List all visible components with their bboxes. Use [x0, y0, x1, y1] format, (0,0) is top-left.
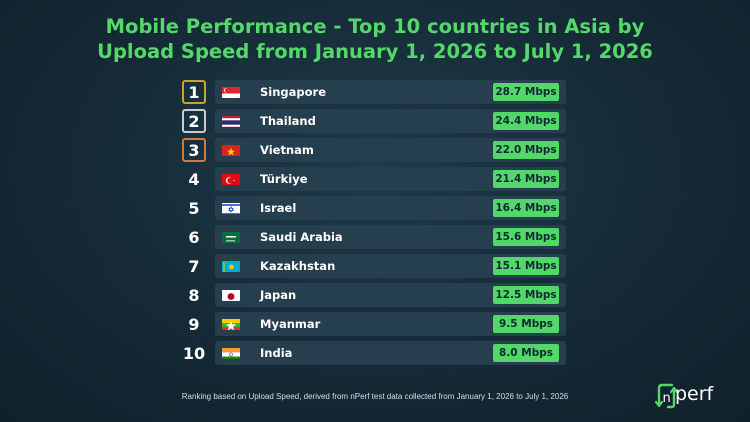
- country-bar: Israel 16.4 Mbps: [215, 196, 566, 220]
- svg-text:n: n: [663, 391, 671, 406]
- nperf-logo-icon: n: [655, 383, 677, 409]
- speed-value-badge: 8.0 Mbps: [493, 344, 559, 362]
- speed-value-badge: 9.5 Mbps: [493, 315, 559, 333]
- country-name: Myanmar: [260, 317, 321, 331]
- logo-text: perf: [675, 383, 714, 405]
- country-bar: Türkiye 21.4 Mbps: [215, 167, 566, 191]
- country-name: Türkiye: [260, 172, 308, 186]
- country-name: Israel: [260, 201, 297, 215]
- country-bar: Myanmar 9.5 Mbps: [215, 312, 566, 336]
- turkiye-flag-icon: [222, 172, 240, 185]
- country-bar: Vietnam 22.0 Mbps: [215, 138, 566, 162]
- chart-title-line-2: Upload Speed from January 1, 2026 to Jul…: [97, 40, 653, 63]
- singapore-flag-icon: [222, 85, 240, 98]
- country-name: Singapore: [260, 85, 327, 99]
- rank-number: 9: [188, 314, 200, 334]
- table-row: 4 Türkiye 21.4 Mbps: [182, 167, 568, 191]
- rank-number: 4: [188, 169, 200, 189]
- table-row: 8 Japan 12.5 Mbps: [182, 283, 568, 307]
- table-row: 5 Israel 16.4 Mbps: [182, 196, 568, 220]
- india-flag-icon: [222, 346, 240, 359]
- country-name: Saudi Arabia: [260, 230, 343, 244]
- rank-number: 3: [182, 138, 206, 162]
- country-bar: Thailand 24.4 Mbps: [215, 109, 566, 133]
- speed-value-badge: 24.4 Mbps: [493, 112, 559, 130]
- rank-number: 8: [188, 285, 200, 305]
- table-row: 2 Thailand 24.4 Mbps: [182, 109, 568, 133]
- speed-value-badge: 16.4 Mbps: [493, 199, 559, 217]
- speed-value-badge: 28.7 Mbps: [493, 83, 559, 101]
- vietnam-flag-icon: [222, 143, 240, 156]
- rank-number: 6: [188, 227, 200, 247]
- israel-flag-icon: [222, 201, 240, 214]
- speed-value-badge: 22.0 Mbps: [493, 141, 559, 159]
- rank-number: 7: [188, 256, 200, 276]
- nperf-logo: n perf: [655, 381, 737, 411]
- kazakhstan-flag-icon: [222, 259, 240, 272]
- rank-number: 1: [182, 80, 206, 104]
- rank-number: 10: [182, 343, 206, 363]
- chart-title: Mobile Performance - Top 10 countries in…: [0, 14, 750, 64]
- table-row: 3 Vietnam 22.0 Mbps: [182, 138, 568, 162]
- country-bar: Singapore 28.7 Mbps: [215, 80, 566, 104]
- speed-value-badge: 15.6 Mbps: [493, 228, 559, 246]
- japan-flag-icon: [222, 288, 240, 301]
- country-bar: Japan 12.5 Mbps: [215, 283, 566, 307]
- country-name: India: [260, 346, 293, 360]
- country-bar: Kazakhstan 15.1 Mbps: [215, 254, 566, 278]
- footnote: Ranking based on Upload Speed, derived f…: [181, 392, 569, 401]
- country-name: Kazakhstan: [260, 259, 336, 273]
- table-row: 1 Singapore 28.7 Mbps: [182, 80, 568, 104]
- chart-title-line-1: Mobile Performance - Top 10 countries in…: [105, 15, 645, 38]
- saudi-arabia-flag-icon: [222, 230, 240, 243]
- country-name: Japan: [260, 288, 297, 302]
- table-row: 9 Myanmar 9.5 Mbps: [182, 312, 568, 336]
- rank-number: 2: [182, 109, 206, 133]
- country-bar: India 8.0 Mbps: [215, 341, 566, 365]
- myanmar-flag-icon: [222, 317, 240, 330]
- ranking-table: 1 Singapore 28.7 Mbps 2 Thailand 24.4 Mbps 3 Vi…: [182, 80, 568, 370]
- country-name: Vietnam: [260, 143, 314, 157]
- country-bar: Saudi Arabia 15.6 Mbps: [215, 225, 566, 249]
- table-row: 6 Saudi Arabia 15.6 Mbps: [182, 225, 568, 249]
- country-name: Thailand: [260, 114, 316, 128]
- rank-number: 5: [188, 198, 200, 218]
- table-row: 7 Kazakhstan 15.1 Mbps: [182, 254, 568, 278]
- thailand-flag-icon: [222, 114, 240, 127]
- speed-value-badge: 12.5 Mbps: [493, 286, 559, 304]
- table-row: 10 India 8.0 Mbps: [182, 341, 568, 365]
- speed-value-badge: 21.4 Mbps: [493, 170, 559, 188]
- speed-value-badge: 15.1 Mbps: [493, 257, 559, 275]
